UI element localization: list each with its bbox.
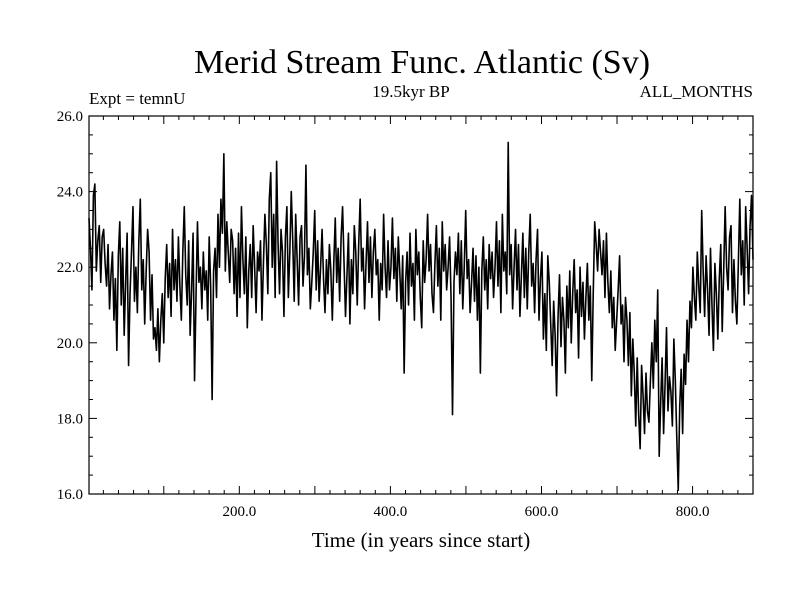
chart-subtitle-right: ALL_MONTHS — [640, 82, 753, 101]
series-line — [88, 141, 754, 492]
x-tick-labels: 200.0 400.0 600.0 800.0 — [222, 504, 709, 520]
chart-subtitle-left: Expt = temnU — [89, 89, 185, 108]
y-tick-label: 22.0 — [57, 260, 83, 276]
x-tick-label: 400.0 — [374, 504, 408, 520]
x-axis-label: Time (in years since start) — [312, 528, 531, 552]
y-tick-label: 16.0 — [57, 487, 83, 503]
y-tick-label: 20.0 — [57, 336, 83, 352]
x-tick-label: 200.0 — [222, 504, 256, 520]
x-tick-label: 600.0 — [525, 504, 559, 520]
y-tick-label: 24.0 — [57, 185, 83, 201]
axis-ticks — [89, 116, 753, 494]
x-tick-label: 800.0 — [676, 504, 710, 520]
chart-title: Merid Stream Func. Atlantic (Sv) — [194, 44, 650, 81]
chart-subtitle-center: 19.5kyr BP — [372, 82, 449, 101]
y-tick-label: 18.0 — [57, 411, 83, 427]
y-tick-label: 26.0 — [57, 109, 83, 125]
y-tick-labels: 16.0 18.0 20.0 22.0 24.0 26.0 — [57, 109, 83, 503]
